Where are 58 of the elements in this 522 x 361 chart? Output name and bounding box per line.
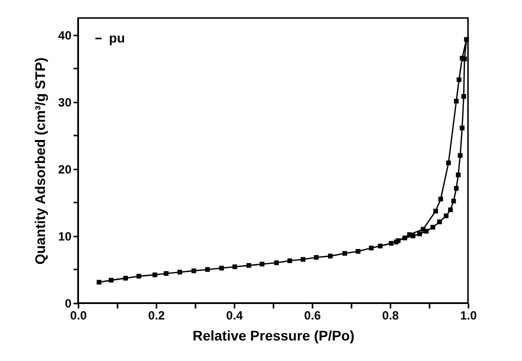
point bbox=[378, 244, 383, 248]
point bbox=[260, 262, 264, 266]
point bbox=[448, 207, 453, 212]
y-tick-label: 30 bbox=[58, 95, 72, 110]
point bbox=[388, 240, 394, 246]
y-tick-label: 0 bbox=[64, 296, 72, 310]
point bbox=[368, 246, 374, 250]
point bbox=[314, 255, 319, 260]
point bbox=[460, 56, 464, 61]
point bbox=[108, 278, 114, 283]
point bbox=[420, 226, 426, 232]
x-tick-label: 0.0 bbox=[70, 308, 88, 322]
x-tick-label: 0.8 bbox=[382, 308, 400, 322]
point bbox=[300, 257, 306, 262]
x-tick-label: 0.6 bbox=[304, 308, 322, 322]
legend-label: pu bbox=[109, 30, 125, 46]
point bbox=[438, 196, 444, 202]
y-axis-title: Quantity Adsorbed (cm³/g STP) bbox=[32, 57, 48, 265]
point bbox=[287, 258, 292, 264]
y-tick-label: 20 bbox=[58, 162, 72, 176]
point bbox=[136, 274, 142, 279]
point bbox=[458, 153, 463, 158]
point bbox=[191, 268, 196, 274]
point bbox=[402, 236, 408, 240]
point bbox=[205, 267, 210, 272]
point bbox=[417, 232, 422, 236]
x-tick-label: 0.4 bbox=[226, 308, 244, 322]
point bbox=[177, 270, 182, 274]
point bbox=[274, 260, 279, 266]
x-axis-title: Relative Pressure (P/Po) bbox=[192, 328, 354, 344]
y-tick-label: 10 bbox=[58, 229, 72, 244]
x-tick-label: 0.2 bbox=[148, 308, 166, 322]
point bbox=[342, 251, 348, 256]
point bbox=[461, 94, 466, 99]
point bbox=[454, 98, 459, 104]
point bbox=[456, 172, 461, 178]
point bbox=[152, 272, 158, 278]
y-tick-label: 40 bbox=[58, 28, 72, 42]
point bbox=[123, 276, 128, 281]
point bbox=[451, 198, 456, 204]
point bbox=[437, 220, 442, 224]
point bbox=[456, 77, 462, 82]
point bbox=[356, 249, 360, 254]
point bbox=[164, 271, 168, 276]
point bbox=[460, 126, 464, 130]
point bbox=[446, 160, 451, 166]
point bbox=[232, 264, 238, 270]
point bbox=[96, 280, 102, 285]
point bbox=[328, 254, 333, 258]
point bbox=[433, 208, 438, 214]
x-tick-label: 1.0 bbox=[460, 308, 478, 322]
point bbox=[246, 263, 252, 268]
point bbox=[464, 37, 469, 42]
point bbox=[454, 186, 459, 191]
point bbox=[430, 224, 436, 230]
point bbox=[219, 266, 224, 270]
point bbox=[407, 232, 412, 237]
point bbox=[444, 213, 449, 218]
